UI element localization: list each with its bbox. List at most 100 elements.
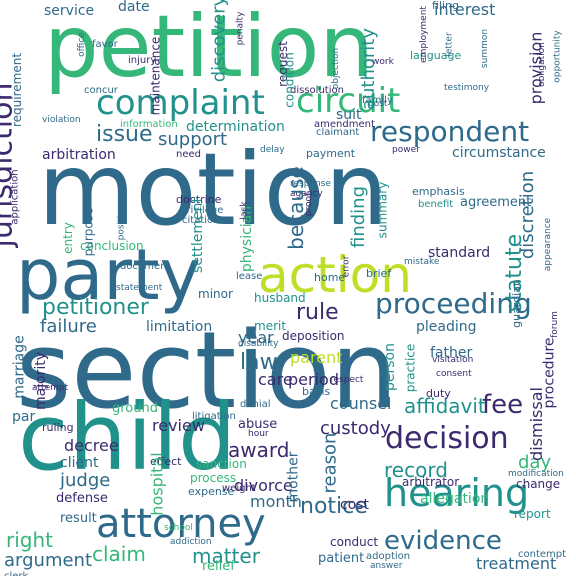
- word-date: date: [118, 0, 150, 15]
- word-fee: fee: [482, 390, 524, 420]
- word-information: concur: [84, 85, 118, 96]
- word-suit: suit: [336, 107, 362, 123]
- word-interest: interest: [434, 0, 496, 19]
- word-respondent: respondent: [370, 115, 530, 148]
- word-opportunity: forum: [549, 311, 560, 338]
- word-error: objection: [331, 47, 342, 90]
- word-doctrine: statement: [116, 283, 163, 293]
- word-decision: decision: [385, 421, 509, 456]
- word-family: amendment: [314, 119, 375, 130]
- word-weight: clerk: [4, 572, 28, 576]
- word-application: application: [9, 169, 21, 225]
- word-failure: failure: [40, 316, 97, 337]
- word-legislature: office: [76, 32, 87, 57]
- word-change: change: [516, 477, 561, 491]
- word-agreement: agreement: [460, 195, 532, 210]
- word-service: service: [44, 3, 95, 19]
- word-action: action: [258, 246, 412, 304]
- word-majority: majority: [33, 351, 50, 411]
- word-year: year: [238, 328, 274, 347]
- word-position: document: [120, 261, 171, 272]
- word-addiction: school: [164, 523, 193, 533]
- word-agency: delay: [260, 145, 285, 155]
- word-filing: filing: [432, 0, 459, 12]
- word-mistake: obligation: [536, 42, 547, 87]
- word-divorce: divorce: [234, 476, 293, 495]
- word-attorney: attorney: [96, 501, 266, 547]
- word-party: party: [16, 234, 201, 316]
- word-marriage: marriage: [11, 335, 28, 399]
- word-document: respect: [330, 375, 364, 385]
- word-cost: cost: [340, 497, 370, 513]
- word-delay: post: [368, 99, 388, 109]
- word-conclusion: conclusion: [80, 239, 144, 253]
- word-rule: rule: [296, 300, 339, 325]
- word-finding: finding: [348, 185, 370, 249]
- word-favor: favor: [92, 39, 118, 50]
- word-hearing: hearing: [384, 471, 530, 515]
- word-par: par: [12, 409, 36, 425]
- word-benefit: benefit: [418, 199, 454, 210]
- word-day: day: [518, 452, 552, 473]
- word-motion: motion: [38, 131, 389, 248]
- word-ills: attempt: [32, 383, 69, 393]
- word-limitation: limitation: [146, 319, 213, 335]
- word-defense: defense: [56, 491, 108, 506]
- word-award: award: [228, 438, 290, 462]
- word-modification: appearance: [543, 217, 554, 272]
- word-determination: determination: [186, 119, 285, 135]
- word-settlement: settlement: [190, 196, 207, 274]
- word-procedure: procedure: [541, 337, 558, 409]
- word-effect: effect: [150, 455, 182, 468]
- word-obligation: employment: [418, 6, 429, 63]
- word-language: language: [410, 49, 462, 62]
- word-bar: disability: [238, 339, 279, 349]
- word-circuit: circuit: [296, 81, 401, 121]
- word-review: review: [152, 416, 205, 435]
- word-ruling: ruling: [42, 421, 74, 434]
- word-work: consent: [436, 369, 472, 379]
- word-lease: lease: [236, 271, 263, 282]
- word-brief: brief: [366, 267, 392, 280]
- word-result: result: [60, 511, 97, 526]
- word-reason: reason: [319, 432, 341, 494]
- word-home: home: [314, 271, 346, 284]
- word-notice: notice: [300, 494, 368, 519]
- word-conduct: conduct: [330, 535, 379, 549]
- word-claimant: dissolution: [290, 85, 344, 96]
- word-parent: parent: [290, 348, 343, 367]
- word-authority: authority: [358, 27, 380, 111]
- word-consent: mistake: [404, 257, 440, 267]
- word-forum: visitation: [432, 355, 474, 365]
- word-pleading: pleading: [416, 319, 477, 335]
- word-citation: doctrine: [176, 193, 222, 206]
- word-emphasis: emphasis: [412, 185, 465, 198]
- word-proceeding: proceeding: [375, 287, 532, 320]
- word-minor: minor: [198, 287, 233, 301]
- word-counsel: counsel: [330, 394, 392, 413]
- word-merit: merit: [254, 319, 287, 333]
- word-clerk: contempt: [518, 549, 567, 560]
- word-power: family: [362, 95, 393, 106]
- word-patient: patient: [318, 551, 365, 566]
- word-affidavit: affidavit: [404, 394, 486, 418]
- word-abuse: abuse: [238, 417, 278, 432]
- word-post: claimant: [316, 127, 360, 138]
- word-employment: summon: [480, 28, 491, 69]
- word-summary: summary: [375, 181, 390, 239]
- word-petitioner: petitioner: [42, 295, 149, 320]
- word-violation: need: [176, 149, 201, 160]
- word-ground: ground: [112, 401, 158, 416]
- word-deposition: deposition: [282, 329, 345, 343]
- word-petition: petition: [44, 0, 374, 97]
- word-report: report: [514, 507, 551, 521]
- word-proof: response: [290, 179, 331, 189]
- word-client: client: [60, 455, 99, 471]
- word-basis: basis: [302, 385, 331, 398]
- word-payment: payment: [306, 147, 356, 160]
- word-attempt: opportunity: [552, 30, 563, 83]
- word-privilege: position: [116, 204, 127, 241]
- word-guardian: guardian: [509, 279, 523, 328]
- word-dissolution: information: [120, 119, 178, 130]
